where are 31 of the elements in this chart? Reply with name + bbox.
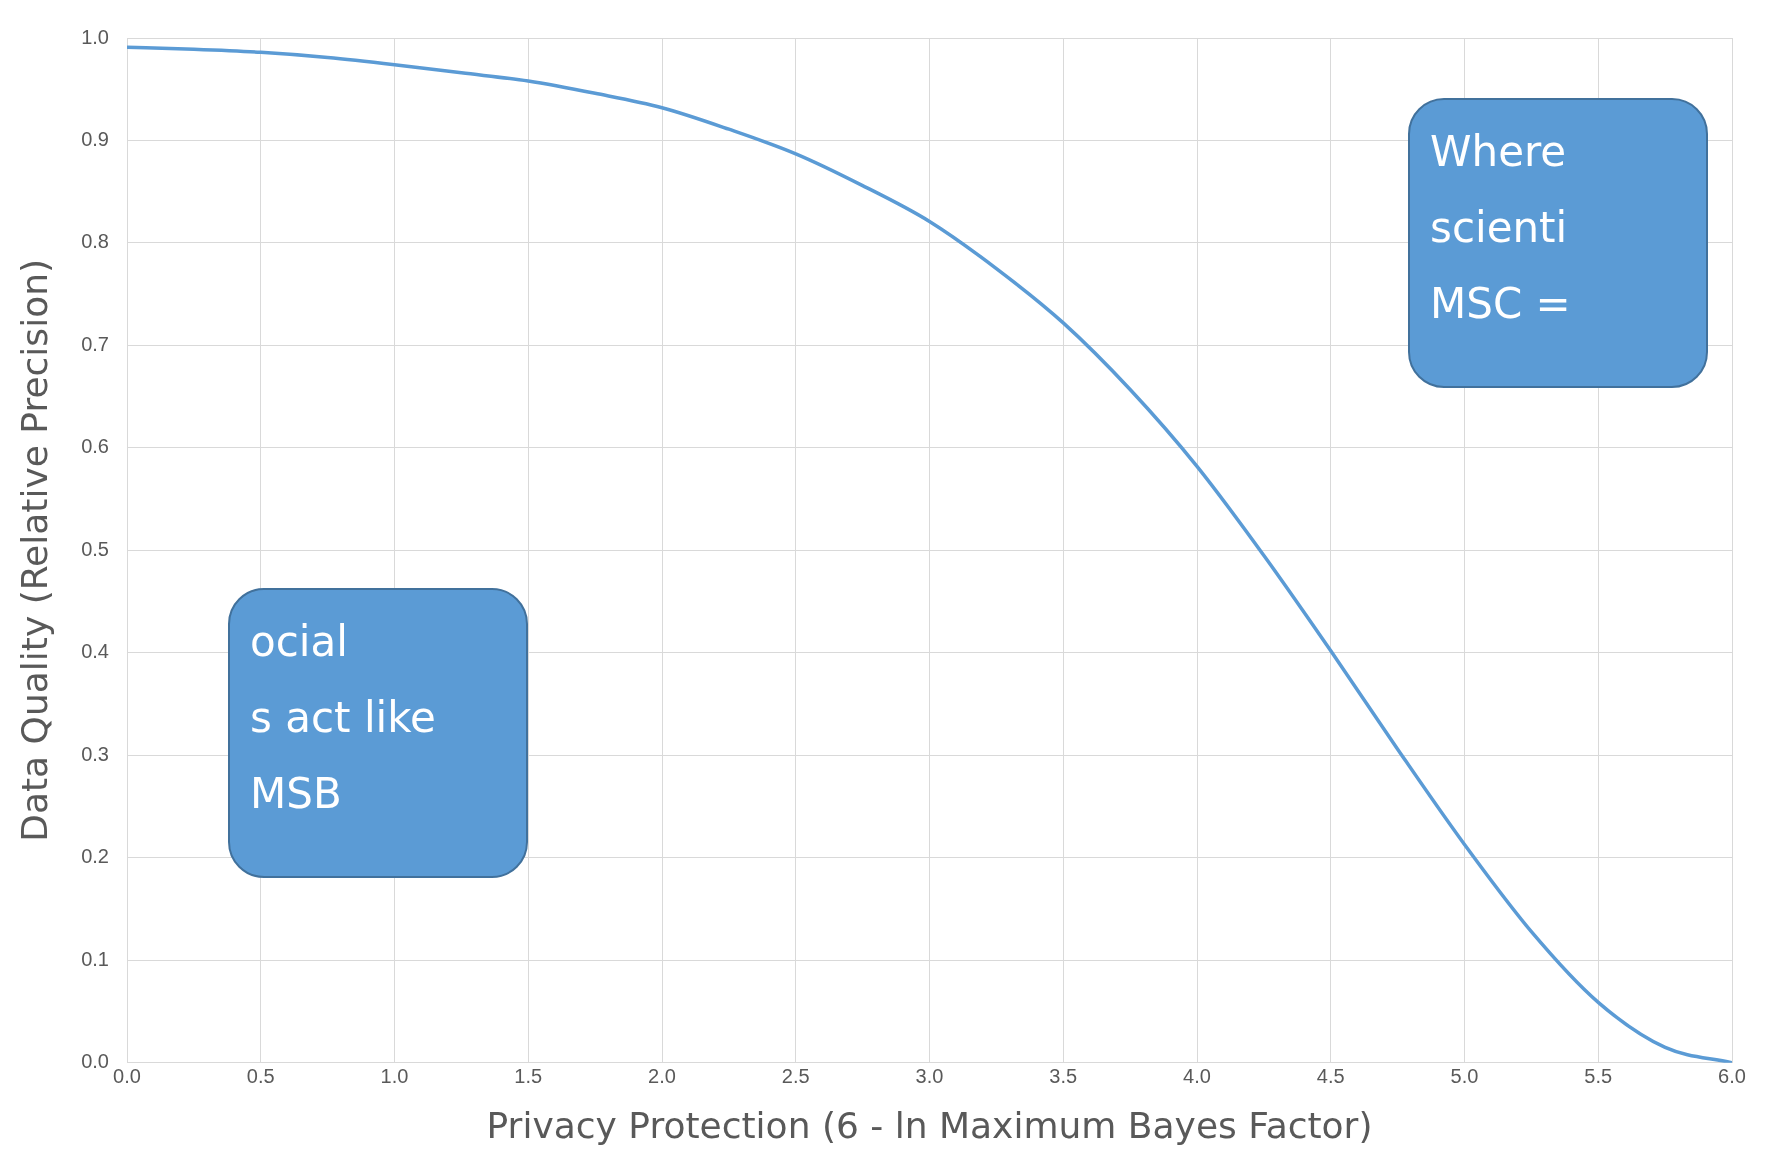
y-tick-label: 0.6 [81, 435, 109, 458]
x-tick-label: 0.0 [113, 1065, 141, 1088]
callout-box: Where scienti MSC = [1408, 98, 1708, 388]
x-tick-label: 2.5 [781, 1065, 810, 1088]
y-tick-label: 0.2 [81, 845, 109, 868]
y-tick-label: 0.3 [81, 742, 109, 765]
x-tick-label: 6.0 [1718, 1065, 1746, 1088]
x-tick-label: 5.5 [1584, 1065, 1613, 1088]
y-tick-label: 1.0 [81, 25, 109, 48]
y-tick-label: 0.1 [81, 947, 109, 970]
x-axis-title: Privacy Protection (6 - ln Maximum Bayes Factor) [486, 1104, 1373, 1146]
x-tick-label: 0.5 [246, 1065, 275, 1088]
x-tick-label: 1.0 [380, 1065, 409, 1088]
annotation: Where scienti MSC = [1430, 127, 1571, 328]
x-tick-label: 2.0 [648, 1065, 676, 1088]
y-axis-title: Data Quality (Relative Precision) [13, 258, 55, 842]
x-tick-label: 1.5 [514, 1065, 543, 1088]
line-series [127, 45, 1732, 1063]
y-tick-label: 0.7 [81, 332, 109, 355]
y-tick-label: 0.8 [81, 230, 109, 253]
y-tick-label: 0.4 [81, 640, 109, 663]
y-tick-label: 0.9 [81, 128, 109, 150]
y-tick-label: 0.5 [81, 537, 109, 560]
callout-box: ocial s act like MSB [228, 588, 528, 878]
x-tick-label: 4.5 [1316, 1065, 1345, 1088]
x-tick-label: 3.5 [1049, 1065, 1078, 1088]
annotation: ocial s act like MSB [250, 617, 436, 818]
x-tick-label: 3.0 [915, 1065, 944, 1088]
y-tick-label: 0.0 [81, 1050, 109, 1073]
x-tick-label: 5.0 [1450, 1065, 1479, 1088]
x-tick-label: 4.0 [1183, 1065, 1211, 1088]
